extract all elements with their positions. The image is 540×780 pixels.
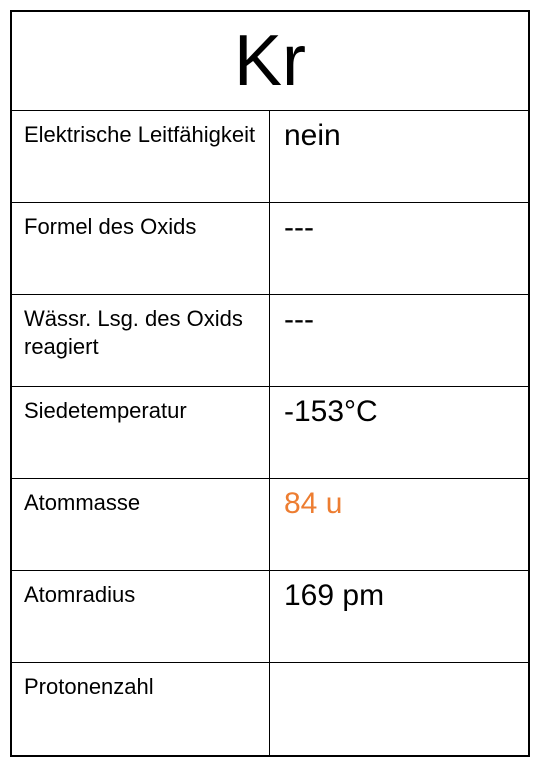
table-row: Wässr. Lsg. des Oxids reagiert --- — [12, 295, 528, 387]
property-value: -153°C — [270, 387, 528, 478]
table-row: Atommasse 84 u — [12, 479, 528, 571]
property-label: Atommasse — [12, 479, 270, 570]
table-row: Protonenzahl — [12, 663, 528, 755]
property-label: Elektrische Leitfähigkeit — [12, 111, 270, 202]
property-label: Siedetemperatur — [12, 387, 270, 478]
property-label: Wässr. Lsg. des Oxids reagiert — [12, 295, 270, 386]
table-row: Formel des Oxids --- — [12, 203, 528, 295]
table-row: Elektrische Leitfähigkeit nein — [12, 111, 528, 203]
element-symbol: Kr — [12, 12, 528, 111]
table-row: Siedetemperatur -153°C — [12, 387, 528, 479]
property-label: Atomradius — [12, 571, 270, 662]
property-value: 84 u — [270, 479, 528, 570]
element-card: Kr Elektrische Leitfähigkeit nein Formel… — [10, 10, 530, 757]
property-value: nein — [270, 111, 528, 202]
property-value: --- — [270, 203, 528, 294]
property-value — [270, 663, 528, 755]
property-label: Formel des Oxids — [12, 203, 270, 294]
table-row: Atomradius 169 pm — [12, 571, 528, 663]
property-label: Protonenzahl — [12, 663, 270, 755]
property-value: 169 pm — [270, 571, 528, 662]
property-value: --- — [270, 295, 528, 386]
